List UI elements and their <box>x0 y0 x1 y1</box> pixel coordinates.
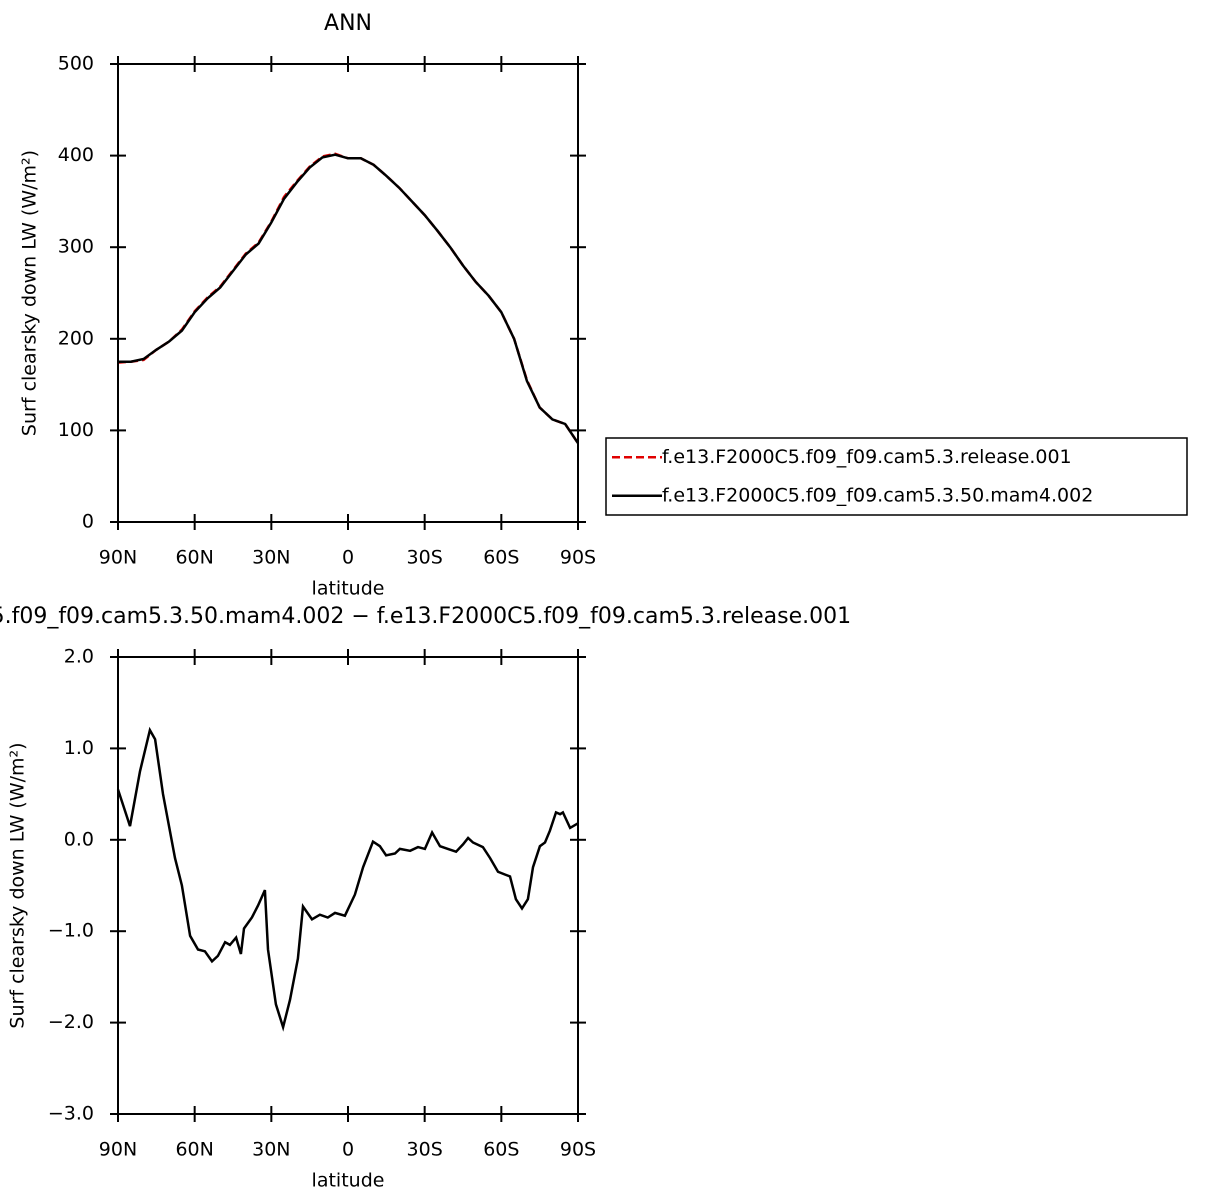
y-tick-label: −3.0 <box>48 1103 94 1125</box>
x-tick-label: 90S <box>560 547 596 569</box>
legend-label: f.e13.F2000C5.f09_f09.cam5.3.50.mam4.002 <box>662 484 1093 506</box>
y-tick-label: 0.0 <box>64 828 94 850</box>
x-tick-label: 0 <box>342 547 354 569</box>
y-tick-label: 1.0 <box>64 737 94 759</box>
y-tick-label: 500 <box>58 53 94 75</box>
y-axis-label: Surf clearsky down LW (W/m²) <box>7 742 29 1028</box>
y-tick-label: 200 <box>58 327 94 349</box>
plot-frame <box>117 63 579 523</box>
x-tick-label: 60N <box>175 547 213 569</box>
data-line <box>117 152 580 444</box>
x-tick-label: 60S <box>483 1139 519 1161</box>
x-tick-label: 60S <box>483 547 519 569</box>
plot-frame <box>117 656 579 1115</box>
data-line <box>118 153 580 444</box>
legend-box <box>605 437 1188 516</box>
x-tick-label: 30N <box>252 547 290 569</box>
y-tick-label: −2.0 <box>48 1011 94 1033</box>
x-tick-label: 60N <box>175 1139 213 1161</box>
x-tick-label: 30N <box>252 1139 290 1161</box>
x-tick-label: 0 <box>342 1139 354 1161</box>
y-tick-label: 0 <box>82 511 94 533</box>
y-tick-label: 300 <box>58 236 94 258</box>
x-tick-label: 90N <box>99 1139 137 1161</box>
y-tick-label: 2.0 <box>64 646 94 668</box>
chart-title: f.e13.F2000C5.f09_f09.cam5.3.50.mam4.002… <box>0 604 851 629</box>
x-tick-label: 90S <box>560 1139 596 1161</box>
y-axis-label: Surf clearsky down LW (W/m²) <box>19 150 41 436</box>
y-tick-label: −1.0 <box>48 920 94 942</box>
x-axis-label: latitude <box>312 578 385 600</box>
y-tick-label: 100 <box>58 419 94 441</box>
legend-label: f.e13.F2000C5.f09_f09.cam5.3.release.001 <box>662 446 1072 468</box>
x-tick-label: 90N <box>99 547 137 569</box>
x-axis-label: latitude <box>312 1170 385 1192</box>
x-tick-label: 30S <box>407 1139 443 1161</box>
chart-title: ANN <box>324 11 372 36</box>
data-line <box>116 726 579 1032</box>
x-tick-label: 30S <box>407 547 443 569</box>
y-tick-label: 400 <box>58 144 94 166</box>
